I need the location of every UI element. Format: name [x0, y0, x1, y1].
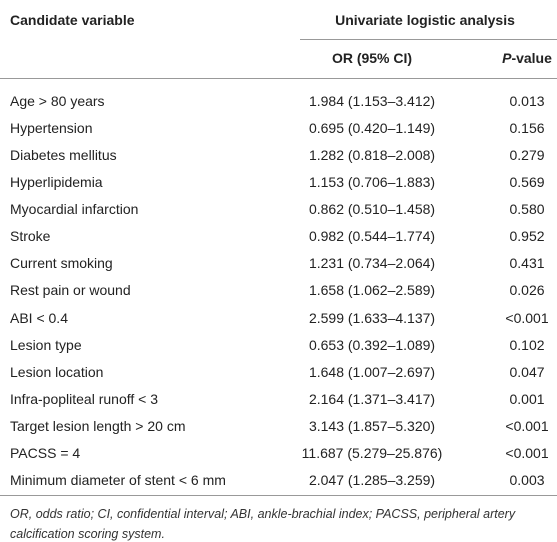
group-rule: [300, 39, 557, 40]
row-label: Stroke: [10, 228, 51, 245]
row-or: 1.658 (1.062–2.589): [308, 282, 436, 299]
row-p: 0.026: [509, 282, 545, 299]
row-p: 0.047: [509, 363, 545, 380]
row-label: PACSS = 4: [10, 444, 81, 461]
header-group: Univariate logistic analysis: [335, 12, 515, 28]
row-or: 11.687 (5.279–25.876): [301, 444, 443, 461]
row-label: Rest pain or wound: [10, 282, 131, 299]
row-label: Lesion type: [10, 336, 82, 353]
row-or: 2.164 (1.371–3.417): [308, 390, 436, 407]
row-p: 0.580: [509, 201, 545, 218]
row-or: 1.282 (0.818–2.008): [308, 147, 436, 164]
row-or: 2.047 (1.285–3.259): [308, 471, 436, 488]
row-label: ABI < 0.4: [10, 309, 68, 326]
row-p: 0.279: [509, 147, 545, 164]
row-p: <0.001: [505, 417, 549, 434]
row-or: 0.862 (0.510–1.458): [308, 201, 436, 218]
footnote: OR, odds ratio; CI, confidential interva…: [10, 507, 516, 541]
row-or: 1.984 (1.153–3.412): [308, 93, 436, 109]
row-p: 0.001: [509, 390, 545, 407]
row-or: 0.653 (0.392–1.089): [308, 336, 436, 353]
row-label: Age > 80 years: [10, 93, 105, 109]
row-p: 0.952: [509, 228, 545, 245]
header-p: P-value: [502, 49, 552, 67]
row-p: <0.001: [505, 444, 549, 461]
row-or: 1.648 (1.007–2.697): [308, 363, 436, 380]
row-or: 0.982 (0.544–1.774): [308, 228, 436, 245]
row-p: 0.003: [509, 471, 545, 488]
row-label: Infra-popliteal runoff < 3: [10, 390, 159, 407]
row-label: Hyperlipidemia: [10, 174, 103, 191]
row-or: 0.695 (0.420–1.149): [308, 120, 436, 137]
row-or: 1.153 (0.706–1.883): [308, 174, 436, 191]
header-p-text: P-value: [502, 50, 552, 66]
row-label: Myocardial infarction: [10, 201, 139, 218]
row-or: 1.231 (0.734–2.064): [308, 255, 436, 272]
row-label: Target lesion length > 20 cm: [10, 417, 186, 434]
row-p: 0.156: [509, 120, 545, 137]
bottom-rule: [0, 495, 557, 496]
header-or: OR (95% CI): [331, 50, 413, 66]
row-p: <0.001: [505, 309, 549, 326]
row-p: 0.102: [509, 336, 545, 353]
header-rule: [0, 78, 557, 79]
row-p: 0.431: [509, 255, 545, 272]
row-p: 0.569: [509, 174, 545, 191]
row-or: 3.143 (1.857–5.320): [308, 417, 436, 434]
row-label: Minimum diameter of stent < 6 mm: [10, 471, 226, 488]
row-p: 0.013: [509, 93, 545, 109]
header-variable: Candidate variable: [10, 12, 135, 28]
row-label: Current smoking: [10, 255, 113, 272]
row-label: Diabetes mellitus: [10, 147, 117, 164]
row-or: 2.599 (1.633–4.137): [308, 309, 436, 326]
row-label: Lesion location: [10, 363, 104, 380]
row-label: Hypertension: [10, 120, 93, 137]
